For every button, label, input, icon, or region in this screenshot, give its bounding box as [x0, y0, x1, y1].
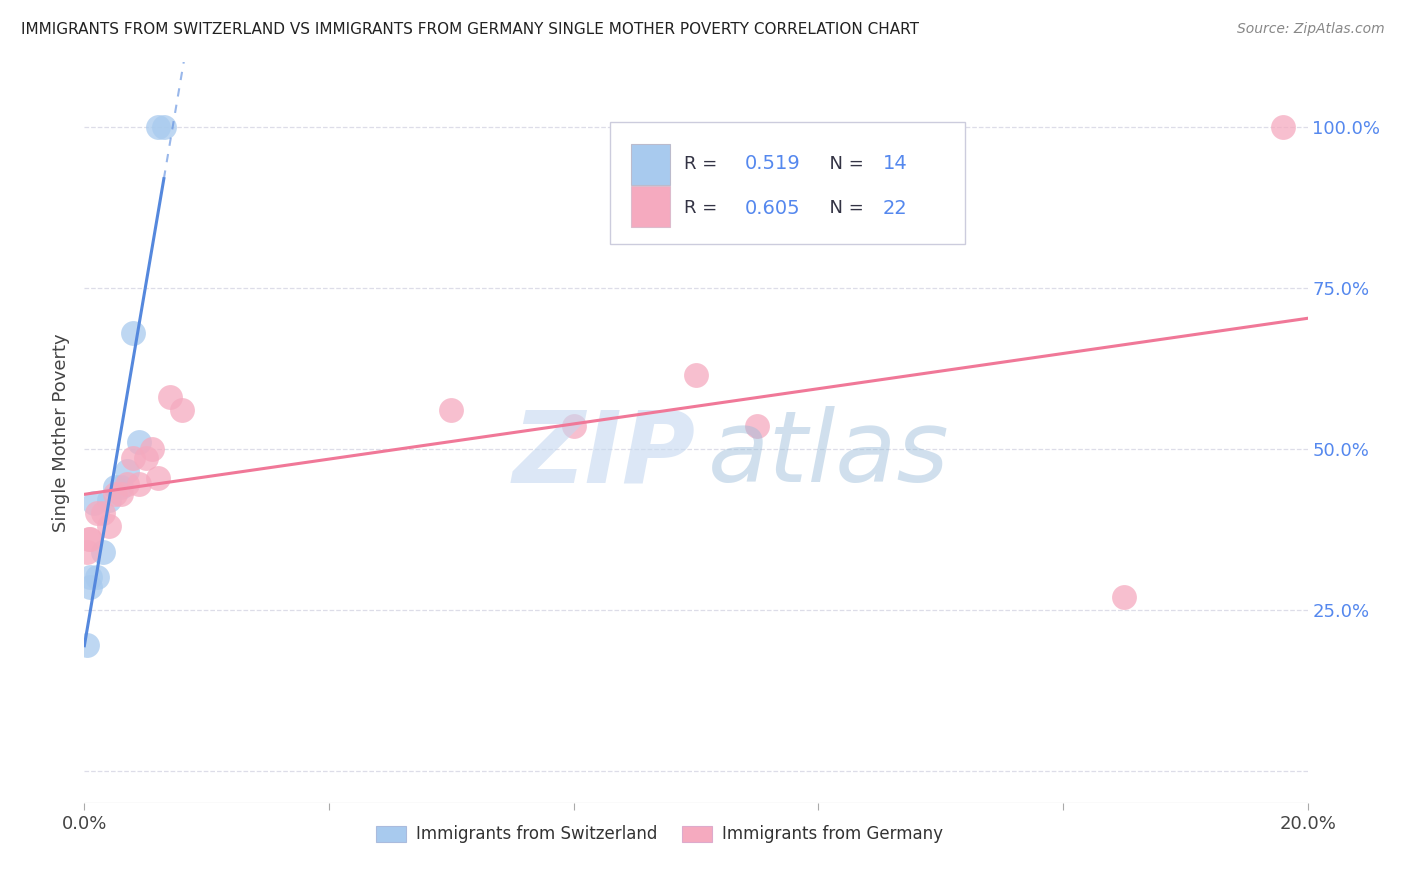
Point: [1272, 120, 1295, 134]
Point: [153, 120, 176, 134]
Point: [76, 545, 98, 559]
Text: Source: ZipAtlas.com: Source: ZipAtlas.com: [1237, 22, 1385, 37]
Point: [79, 570, 101, 584]
Text: IMMIGRANTS FROM SWITZERLAND VS IMMIGRANTS FROM GERMANY SINGLE MOTHER POVERTY COR: IMMIGRANTS FROM SWITZERLAND VS IMMIGRANT…: [21, 22, 920, 37]
Point: [86, 570, 108, 584]
Point: [77, 532, 100, 546]
FancyBboxPatch shape: [610, 121, 965, 244]
Point: [141, 442, 163, 456]
Point: [79, 580, 101, 594]
Point: [115, 464, 138, 478]
Point: [1114, 590, 1136, 604]
Point: [172, 403, 194, 417]
Text: N =: N =: [818, 155, 870, 173]
Point: [97, 519, 120, 533]
Point: [110, 487, 132, 501]
Point: [135, 451, 157, 466]
Text: N =: N =: [818, 199, 870, 218]
Point: [685, 368, 707, 382]
Point: [91, 545, 114, 559]
Text: 0.605: 0.605: [745, 199, 800, 218]
Point: [86, 506, 108, 520]
FancyBboxPatch shape: [631, 186, 671, 227]
Text: 0.519: 0.519: [745, 154, 800, 173]
Point: [91, 506, 114, 520]
Text: R =: R =: [683, 199, 723, 218]
Point: [122, 326, 145, 340]
Text: ZIP: ZIP: [513, 407, 696, 503]
Text: R =: R =: [683, 155, 723, 173]
Point: [122, 451, 145, 466]
FancyBboxPatch shape: [631, 144, 671, 185]
Point: [562, 419, 585, 434]
Point: [115, 477, 138, 491]
Point: [79, 532, 101, 546]
Text: 14: 14: [883, 154, 908, 173]
Point: [104, 480, 127, 494]
Point: [747, 419, 769, 434]
Point: [159, 390, 181, 404]
Point: [146, 471, 169, 485]
Point: [146, 120, 169, 134]
Point: [128, 435, 150, 450]
Text: atlas: atlas: [709, 407, 950, 503]
Point: [440, 403, 463, 417]
Point: [128, 477, 150, 491]
Y-axis label: Single Mother Poverty: Single Mother Poverty: [52, 334, 70, 532]
Point: [97, 493, 120, 508]
Point: [110, 480, 132, 494]
Legend: Immigrants from Switzerland, Immigrants from Germany: Immigrants from Switzerland, Immigrants …: [368, 819, 949, 850]
Text: 22: 22: [883, 199, 908, 218]
Point: [104, 487, 127, 501]
Point: [83, 496, 105, 510]
Point: [76, 638, 98, 652]
